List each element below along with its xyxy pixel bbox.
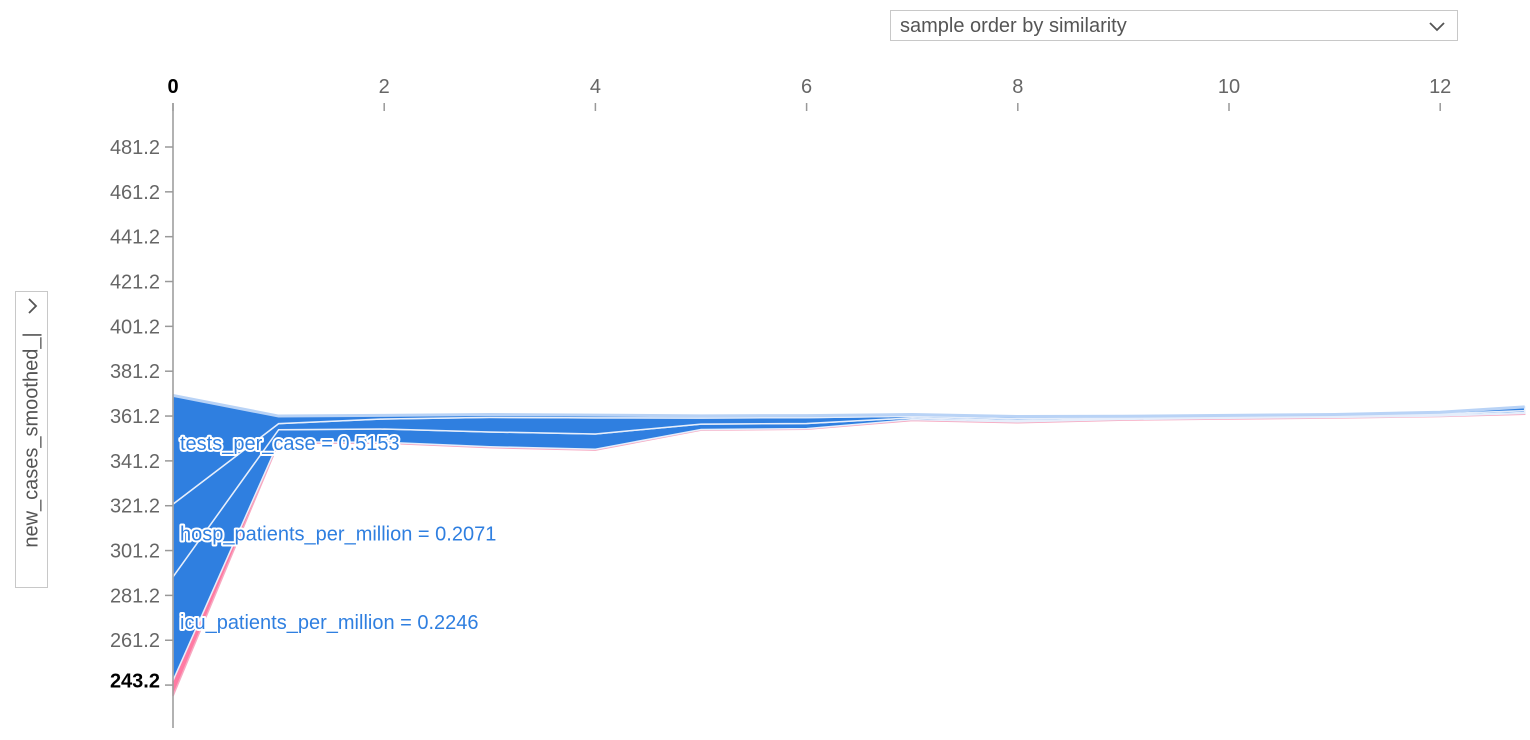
y-tick-label: 261.2 [110,630,160,652]
y-tick-label: 381.2 [110,361,160,383]
y-axis-feature-select[interactable]: new_cases_smoothed_| [15,291,48,588]
x-tick-label: 8 [1012,76,1023,98]
stack-top-outline [172,393,1525,418]
chevron-right-icon [22,296,42,316]
y-axis: 481.2 461.2 441.2 421.2 401.2 381.2 361.2 341.2… [95,103,174,728]
negative-area-band [172,412,1526,697]
y-tick-label: 441.2 [110,227,160,249]
y-tick-label: 301.2 [110,541,160,563]
feature-contribution-label: hosp_patients_per_million = 0.2071 [180,523,496,545]
x-tick-label: 10 [1218,76,1240,98]
base-value-label: 243.2 [110,671,160,693]
x-axis: 0 2 4 6 8 10 12 [167,76,1451,111]
x-tick-label: 0 [167,76,178,98]
y-tick-label: 281.2 [110,585,160,607]
y-tick-label: 401.2 [110,316,160,338]
feature-contribution-label: tests_per_case = 0.5153 [180,433,400,455]
y-tick-label: 481.2 [110,137,160,159]
sample-order-select[interactable]: sample order by similarity [890,10,1458,41]
base-value-backdrop [95,667,163,689]
y-tick-label: 321.2 [110,496,160,518]
area-layer [172,393,1526,697]
y-tick-label: 341.2 [110,451,160,473]
y-tick-label: 421.2 [110,272,160,294]
x-tick-label: 6 [801,76,812,98]
x-tick-label: 4 [590,76,601,98]
sample-order-select-value: sample order by similarity [900,15,1127,37]
feature-contribution-label: icu_patients_per_million = 0.2246 [180,612,479,634]
y-tick-label: 461.2 [110,182,160,204]
chevron-down-icon [1425,11,1449,42]
x-tick-label: 2 [379,76,390,98]
feature-labels: tests_per_case = 0.5153 hosp_patients_per… [178,431,498,636]
x-tick-label: 12 [1429,76,1451,98]
y-tick-label: 361.2 [110,406,160,428]
